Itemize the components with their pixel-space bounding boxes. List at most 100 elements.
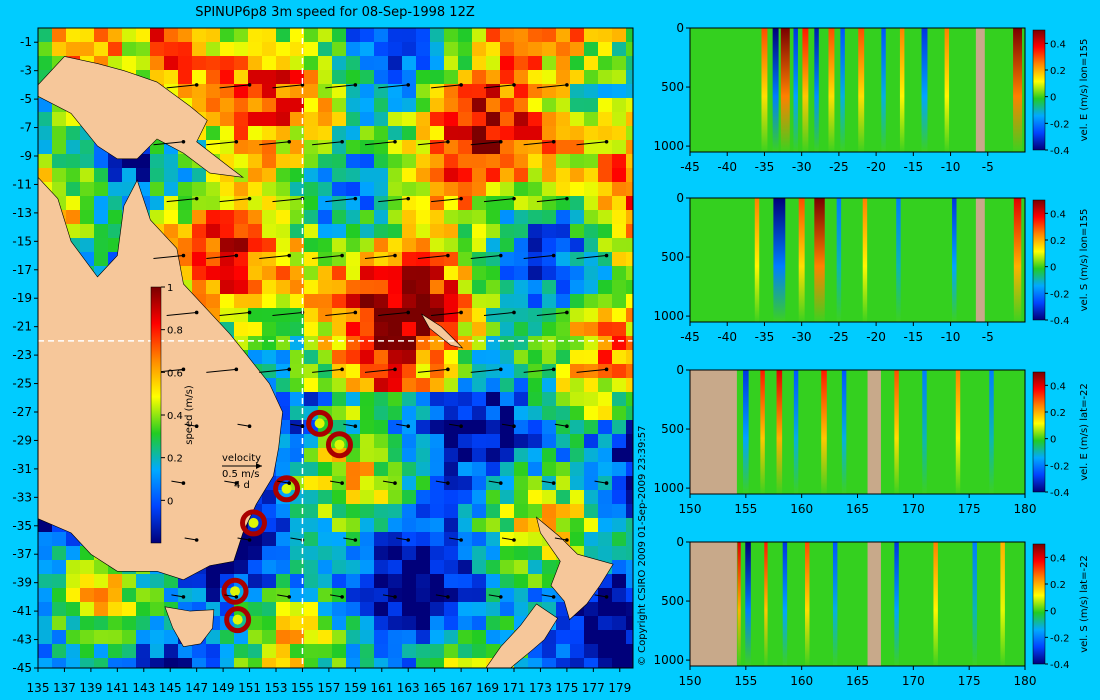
- speed-cell: [612, 420, 627, 435]
- speed-cell: [234, 658, 249, 668]
- speed-cell: [318, 336, 333, 351]
- speed-cell: [318, 168, 333, 183]
- speed-cell: [262, 532, 277, 547]
- speed-cell: [304, 378, 319, 393]
- speed-cell: [136, 644, 151, 659]
- speed-cell: [276, 644, 291, 659]
- speed-cell: [234, 322, 249, 337]
- speed-cell: [416, 140, 431, 155]
- profile-colorbar-tick-label: 0.2: [1050, 408, 1066, 419]
- profile-colorbar-tick-label: 0: [1050, 263, 1056, 274]
- speed-cell: [570, 196, 585, 211]
- speed-cell: [276, 210, 291, 225]
- speed-cell: [598, 112, 613, 127]
- speed-cell: [528, 350, 543, 365]
- speed-cell: [290, 462, 305, 477]
- speed-cell: [416, 364, 431, 379]
- speed-cell: [416, 196, 431, 211]
- profile-jet: [952, 198, 957, 322]
- speed-cell: [304, 588, 319, 603]
- x-tick-label: 177: [582, 681, 605, 695]
- speed-cell: [612, 112, 627, 127]
- speed-cell: [542, 42, 557, 57]
- speed-cell: [514, 658, 529, 668]
- speed-cell: [276, 224, 291, 239]
- speed-cell: [136, 616, 151, 631]
- land-new-zealand-north: [535, 516, 614, 621]
- profile-x-tick-label: -20: [866, 330, 886, 344]
- profile-jet: [782, 542, 788, 666]
- speed-cell: [444, 490, 459, 505]
- speed-cell: [318, 84, 333, 99]
- speed-cell: [94, 196, 109, 211]
- speed-cell: [346, 224, 361, 239]
- x-tick-label: 149: [212, 681, 235, 695]
- speed-cell: [584, 126, 599, 141]
- speed-cell: [472, 294, 487, 309]
- speed-cell: [458, 658, 473, 668]
- speed-cell: [402, 126, 417, 141]
- speed-cell: [458, 532, 473, 547]
- velocity-arrow: [417, 255, 448, 260]
- speed-cell: [318, 28, 333, 43]
- speed-cell: [290, 126, 305, 141]
- speed-cell: [472, 378, 487, 393]
- speed-cell: [542, 322, 557, 337]
- profile-jet: [894, 370, 899, 494]
- velocity-arrow-head: [459, 424, 463, 429]
- speed-cell: [164, 56, 179, 71]
- profile-y-tick-label: 1000: [653, 309, 684, 323]
- speed-cell: [556, 504, 571, 519]
- profile-jet: [896, 198, 901, 322]
- profile-jet: [743, 370, 749, 494]
- speed-cell: [430, 336, 445, 351]
- speed-cell: [430, 238, 445, 253]
- speed-cell: [346, 210, 361, 225]
- velocity-arrow-head: [551, 367, 556, 372]
- speed-cell: [388, 448, 403, 463]
- speed-cell: [290, 658, 305, 668]
- speed-cell: [626, 322, 633, 337]
- speed-cell: [430, 70, 445, 85]
- speed-cell: [206, 644, 221, 659]
- speed-cell: [416, 224, 431, 239]
- speed-cell: [486, 406, 501, 421]
- speed-cell: [276, 140, 291, 155]
- speed-cell: [248, 588, 263, 603]
- profile-colorbar-label: vel. S (m/s) lat=-22: [1079, 555, 1090, 653]
- speed-cell: [388, 70, 403, 85]
- speed-cell: [164, 644, 179, 659]
- speed-cell: [360, 308, 375, 323]
- speed-cell: [388, 140, 403, 155]
- speed-cell: [542, 98, 557, 113]
- speed-cell: [486, 196, 501, 211]
- velocity-key-duration: 4 d: [234, 480, 250, 491]
- speed-cell: [416, 490, 431, 505]
- speed-cell: [528, 280, 543, 295]
- speed-cell: [122, 658, 137, 668]
- velocity-arrow: [501, 537, 515, 541]
- speed-cell: [108, 630, 123, 645]
- speed-cell: [500, 518, 515, 533]
- profile-colorbar-tick-label: 0.4: [1050, 553, 1066, 564]
- speed-cell: [150, 644, 165, 659]
- speed-cell: [346, 42, 361, 57]
- speed-cell: [262, 350, 277, 365]
- velocity-arrow: [536, 198, 567, 203]
- speed-cell: [360, 560, 375, 575]
- speed-cell: [486, 224, 501, 239]
- speed-cell: [472, 532, 487, 547]
- speed-cell: [192, 42, 207, 57]
- speed-cell: [626, 462, 633, 477]
- speed-cell: [318, 56, 333, 71]
- speed-cell: [332, 238, 347, 253]
- profile-x-tick-label: 175: [958, 674, 981, 688]
- speed-cell: [570, 322, 585, 337]
- speed-cell: [318, 70, 333, 85]
- speed-cell: [486, 392, 501, 407]
- speed-cell: [472, 224, 487, 239]
- speed-cell: [626, 56, 633, 71]
- velocity-arrow-head: [340, 595, 344, 599]
- speed-cell: [318, 98, 333, 113]
- profile-x-tick-label: 170: [902, 502, 925, 516]
